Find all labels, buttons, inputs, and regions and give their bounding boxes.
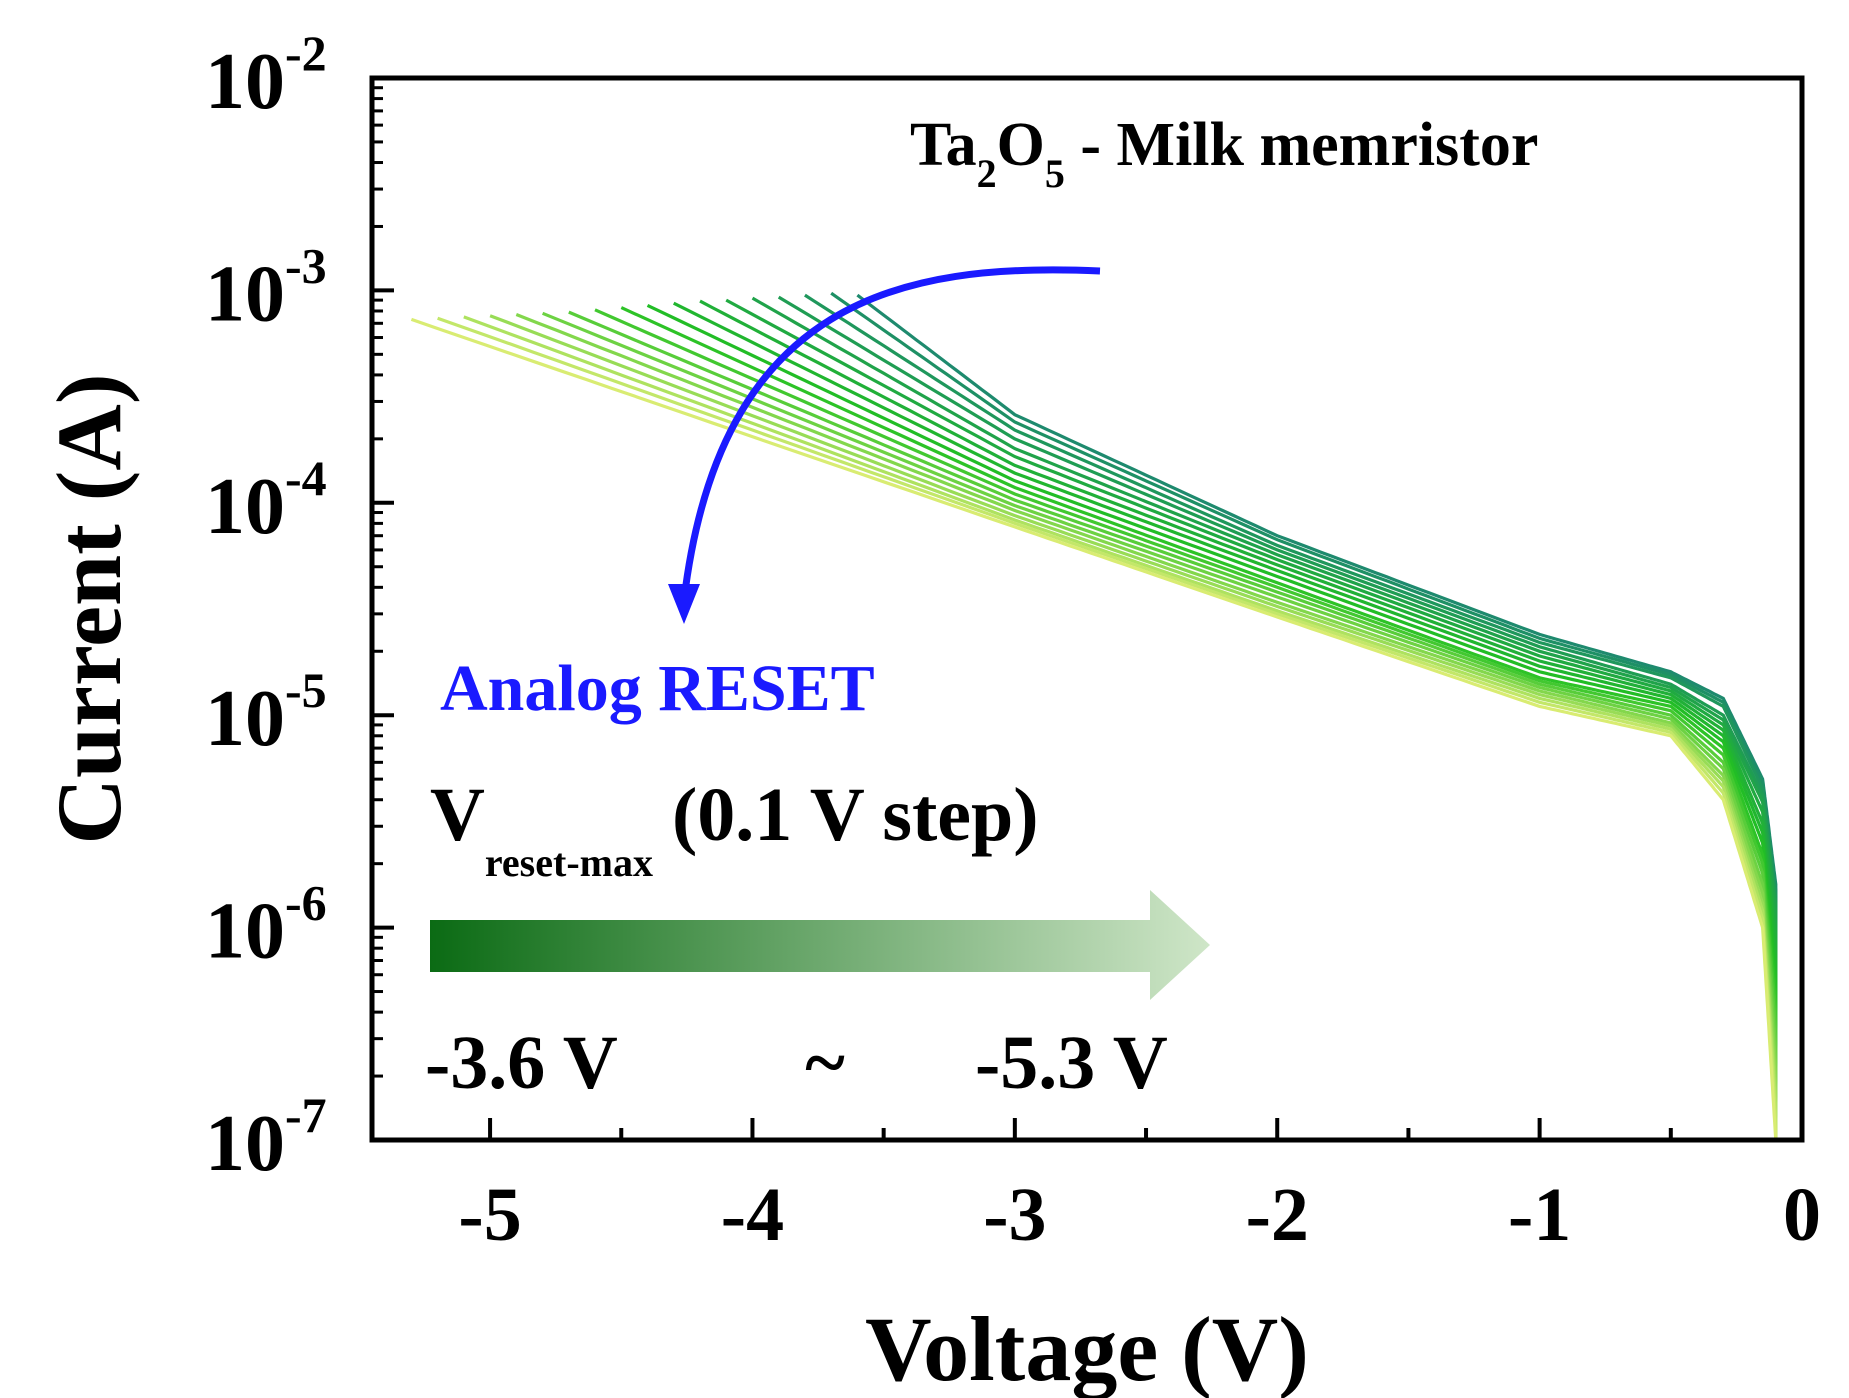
series-line-0	[856, 293, 1778, 1140]
series-line-4	[751, 296, 1778, 1140]
title-o: O	[997, 111, 1045, 179]
x-tick-label: -5	[458, 1173, 521, 1257]
y-tick-label: 10-6	[205, 875, 327, 976]
analog-reset-label: Analog RESET	[440, 652, 875, 725]
chart-title: Ta2O5 - Milk memristor	[910, 111, 1538, 196]
y-tick-labels: 10-2 10-3 10-4 10-5 10-6 10-7	[205, 25, 327, 1188]
x-tick-label: -1	[1508, 1173, 1571, 1257]
vreset-v: V	[430, 773, 485, 857]
series-line-3	[777, 295, 1778, 1140]
series-line-8	[646, 303, 1778, 1140]
gradient-range-arrow	[430, 890, 1210, 1000]
title-sub-2: 2	[977, 151, 997, 196]
series-line-5	[725, 298, 1778, 1140]
series-line-6	[699, 299, 1778, 1140]
series-group	[410, 291, 1778, 1140]
vreset-max-label: Vreset-max (0.1 V step)	[430, 773, 1039, 885]
x-tick-label: -3	[983, 1173, 1046, 1257]
plot-frame	[369, 75, 1805, 1143]
series-line-16	[437, 316, 1778, 1140]
x-tick-label: -2	[1246, 1173, 1309, 1257]
y-tick-label: 10-3	[205, 237, 327, 338]
range-from-label: -3.6 V	[425, 1021, 618, 1105]
title-ta: Ta	[910, 111, 977, 179]
series-line-2	[804, 293, 1778, 1140]
range-separator: ~	[805, 1021, 845, 1105]
x-tick-labels: -5 -4 -3 -2 -1 0	[458, 1173, 1821, 1257]
vreset-rest: (0.1 V step)	[653, 773, 1039, 857]
vreset-sub: reset-max	[485, 840, 653, 885]
series-line-12	[541, 311, 1778, 1140]
y-tick-label: 10-7	[205, 1087, 327, 1188]
title-rest: - Milk memristor	[1065, 111, 1538, 179]
series-line-7	[672, 301, 1778, 1140]
series-line-9	[620, 306, 1778, 1140]
series-line-13	[515, 313, 1778, 1140]
range-to-label: -5.3 V	[975, 1021, 1168, 1105]
series-line-15	[463, 315, 1778, 1140]
series-line-14	[489, 314, 1778, 1140]
analog-reset-arrowhead	[668, 584, 700, 624]
y-tick-label: 10-5	[205, 662, 327, 763]
y-axis-title: Current (A)	[38, 374, 140, 845]
series-line-17	[410, 317, 1778, 1140]
series-line-10	[594, 308, 1778, 1140]
y-tick-label: 10-4	[205, 450, 327, 551]
y-tick-label: 10-2	[205, 25, 327, 126]
x-tick-label: 0	[1783, 1173, 1821, 1257]
series-line-1	[830, 291, 1778, 1140]
x-axis-title: Voltage (V)	[865, 1298, 1309, 1398]
series-line-11	[568, 310, 1778, 1140]
tick-group	[372, 76, 1804, 1142]
title-sub-5: 5	[1045, 151, 1065, 196]
analog-reset-arrow	[680, 266, 1101, 601]
x-tick-label: -4	[721, 1173, 784, 1257]
